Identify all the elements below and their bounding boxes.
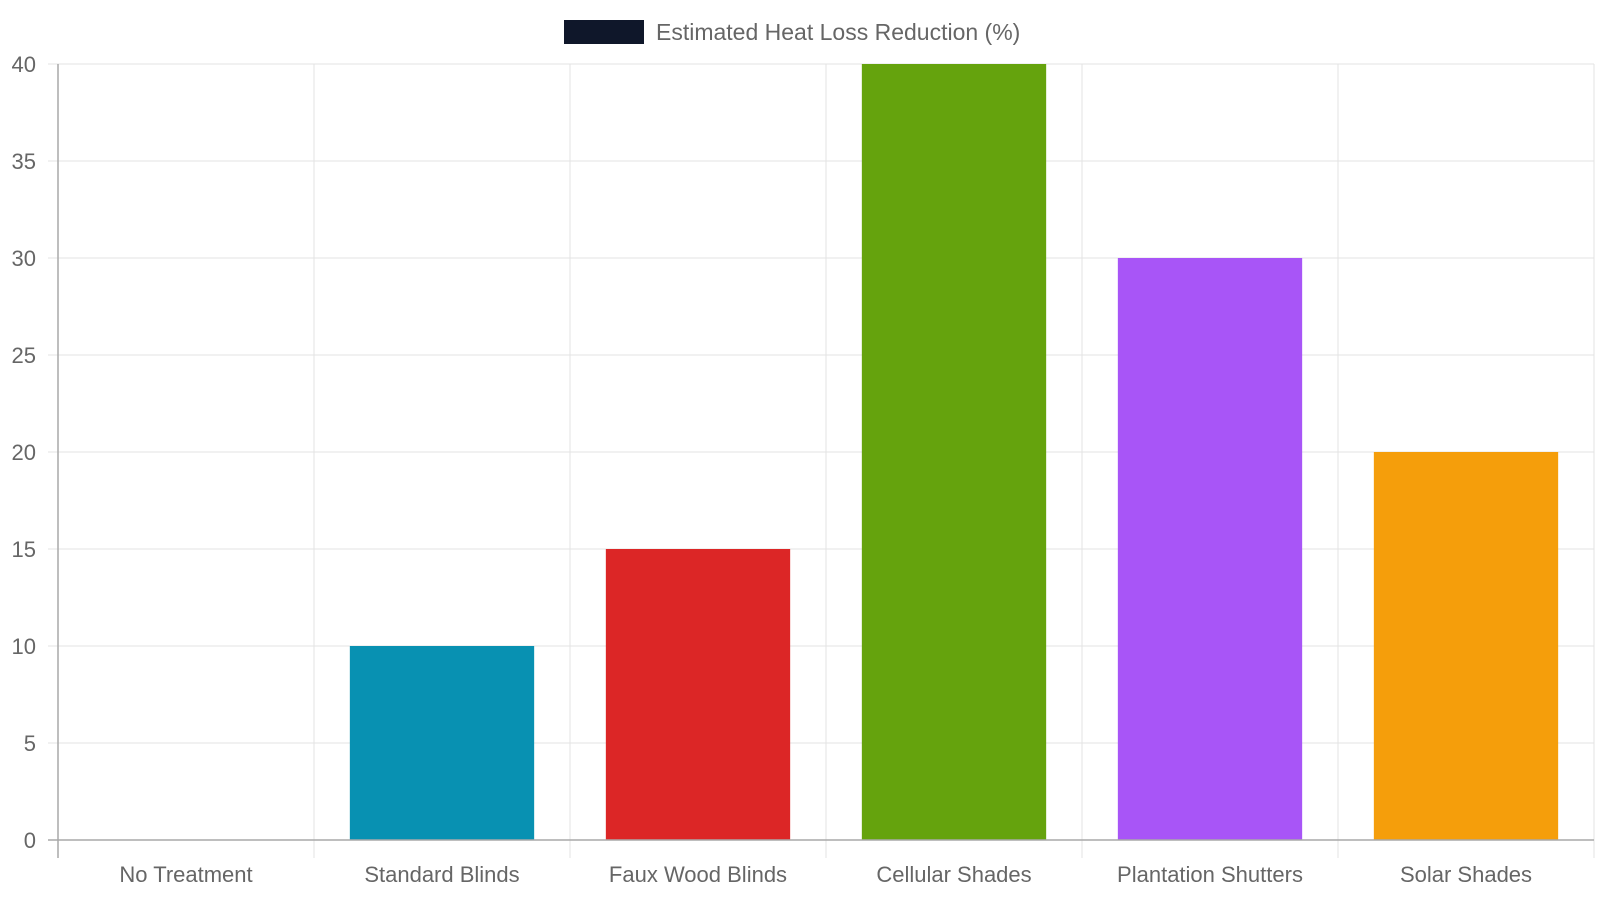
legend-label[interactable]: Estimated Heat Loss Reduction (%): [656, 19, 1020, 45]
gridlines: [48, 63, 1595, 858]
axes: [48, 64, 1594, 858]
x-tick-label: Standard Blinds: [364, 862, 519, 887]
bar-solar-shades: [1373, 452, 1559, 840]
bar-faux-wood-blinds: [605, 549, 791, 840]
y-tick-label: 35: [12, 149, 36, 174]
x-tick-labels: No Treatment Standard Blinds Faux Wood Bli…: [119, 862, 1532, 887]
y-tick-label: 40: [12, 52, 36, 77]
x-tick-label: No Treatment: [119, 862, 252, 887]
legend[interactable]: Estimated Heat Loss Reduction (%): [564, 19, 1020, 45]
y-tick-labels: 0 5 10 15 20 25 30 35 40: [12, 52, 36, 853]
x-tick-label: Cellular Shades: [876, 862, 1031, 887]
x-tick-label: Faux Wood Blinds: [609, 862, 787, 887]
bar-plantation-shutters: [1117, 258, 1303, 840]
y-tick-label: 10: [12, 634, 36, 659]
y-tick-label: 20: [12, 440, 36, 465]
bars: [349, 64, 1559, 840]
y-tick-label: 15: [12, 537, 36, 562]
y-tick-label: 0: [24, 828, 36, 853]
legend-swatch[interactable]: [564, 20, 644, 44]
y-tick-label: 25: [12, 343, 36, 368]
x-tick-label: Solar Shades: [1400, 862, 1532, 887]
bar-cellular-shades: [861, 64, 1047, 840]
bar-standard-blinds: [349, 646, 535, 840]
y-tick-label: 5: [24, 731, 36, 756]
y-tick-label: 30: [12, 246, 36, 271]
x-tick-label: Plantation Shutters: [1117, 862, 1303, 887]
